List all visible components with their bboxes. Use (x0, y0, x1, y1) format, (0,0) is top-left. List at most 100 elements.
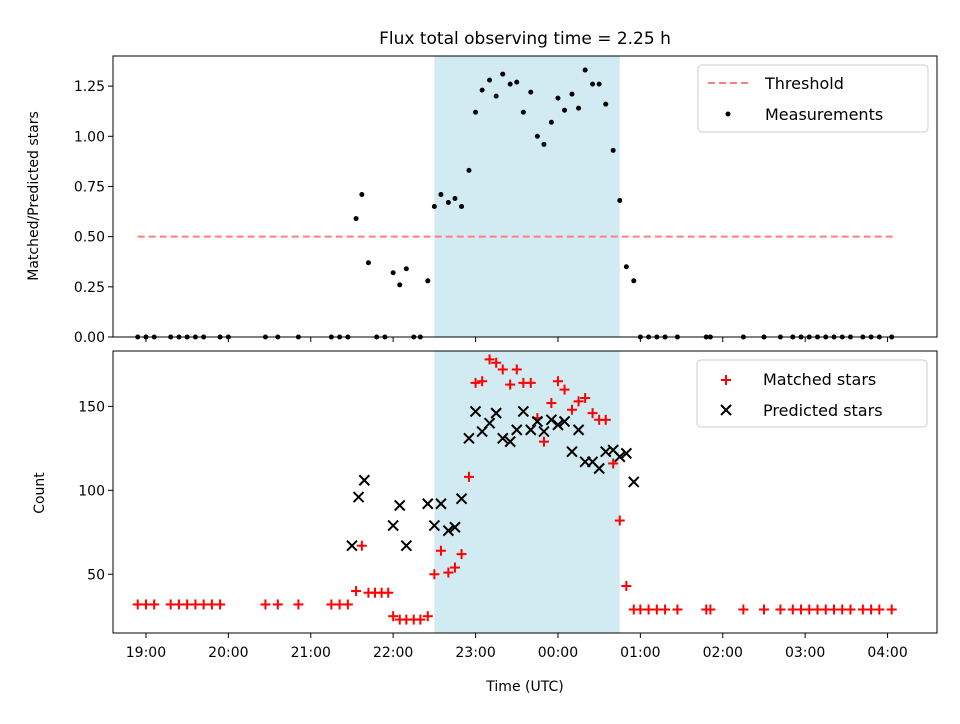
measurement-point (466, 167, 472, 173)
top-ytick-label: 0.50 (74, 230, 105, 246)
measurement-point (390, 270, 396, 276)
measurement-point (452, 196, 458, 202)
predicted-star-point (497, 432, 509, 444)
matched-star-point (435, 545, 446, 556)
measurement-point (576, 105, 582, 111)
legend-matched-swatch (721, 375, 731, 385)
measurement-point (534, 133, 540, 139)
matched-star-point (351, 586, 362, 597)
predicted-star-point (346, 540, 358, 552)
bottom-xlabel: Time (UTC) (485, 679, 563, 695)
bottom-ytick-label: 100 (78, 483, 105, 499)
bottom-xtick-label: 23:00 (455, 645, 495, 661)
predicted-star-point (504, 435, 516, 448)
measurement-point (541, 141, 547, 147)
legend-matched-label: Matched stars (763, 370, 876, 389)
matched-star-point (388, 611, 399, 622)
bottom-xtick-label: 22:00 (373, 645, 413, 661)
predicted-star-point (394, 499, 406, 512)
top-axes-frame (112, 55, 938, 338)
matched-star-point (415, 614, 426, 625)
matched-star-point (705, 604, 716, 615)
top-ytick-label: 0.00 (74, 330, 105, 346)
bottom-ytick-label: 150 (78, 399, 105, 415)
measurement-point (365, 260, 371, 266)
predicted-star-point (538, 425, 550, 438)
predicted-star-point (620, 447, 633, 460)
measurement-point (493, 93, 499, 99)
predicted-star-point (525, 424, 537, 436)
matched-star-point (758, 604, 769, 615)
matched-star-point (566, 404, 577, 415)
predicted-star-point (490, 407, 502, 419)
bottom-xtick-label: 02:00 (703, 645, 743, 661)
bottom-ylabel: Count (32, 472, 48, 514)
predicted-star-point (422, 498, 434, 510)
top-panel: 0.00 0.25 0.50 0.75 1.00 1.25 Flux total obse… (26, 29, 938, 346)
measurement-point (631, 278, 637, 284)
predicted-star-point (566, 446, 578, 458)
matched-star-point (505, 379, 516, 390)
measurement-point (582, 67, 588, 73)
matched-star-point (600, 414, 611, 425)
predicted-star-point (400, 540, 413, 552)
bottom-xtick-label: 04:00 (867, 645, 907, 661)
matched-star-point (874, 604, 885, 615)
top-ytick-label: 1.00 (74, 129, 105, 145)
measurement-point (500, 71, 506, 77)
measurement-point (438, 191, 444, 197)
top-ylabel: Matched/Predicted stars (26, 111, 42, 281)
measurement-point (548, 119, 554, 125)
legend-measurements-label: Measurements (765, 105, 883, 124)
bottom-xtick-label: 00:00 (538, 645, 578, 661)
predicted-star-point (552, 419, 564, 431)
bottom-xtick-label: 01:00 (620, 645, 660, 661)
measurement-point (473, 109, 479, 115)
matched-star-point (621, 581, 632, 591)
matched-star-point (738, 604, 749, 615)
measurement-point (487, 77, 493, 83)
matched-star-point (422, 611, 433, 622)
top-title: Flux total observing time = 2.25 h (379, 29, 671, 49)
measurement-point (603, 101, 609, 107)
measurement-point (353, 216, 359, 222)
matched-star-point (356, 540, 367, 551)
matched-star-point (272, 599, 283, 610)
predicted-star-point (628, 476, 640, 488)
bottom-ytick-label: 50 (87, 567, 105, 583)
matched-star-point (260, 599, 271, 610)
bottom-legend: Matched stars Predicted stars (696, 359, 928, 428)
matched-star-point (573, 396, 584, 407)
matched-star-point (538, 436, 549, 447)
matched-star-point (342, 599, 353, 610)
measurement-point (359, 191, 365, 197)
matched-star-point (552, 376, 563, 387)
matched-star-point (497, 364, 508, 375)
predicted-star-point (614, 451, 626, 463)
measurement-point (403, 266, 409, 272)
measurement-point (479, 87, 485, 93)
measurement-point (507, 81, 513, 87)
bottom-shaded-span (434, 351, 620, 633)
measurement-point (397, 282, 403, 288)
top-ytick-label: 0.75 (74, 179, 105, 195)
matched-star-point (449, 562, 460, 573)
measurement-point (562, 107, 568, 113)
matched-star-point (215, 599, 226, 610)
measurement-point (459, 204, 465, 210)
measurement-point (617, 198, 623, 204)
measurement-point (431, 204, 437, 210)
matched-star-point (443, 567, 454, 578)
matched-star-point (614, 515, 625, 526)
predicted-star-point (428, 519, 441, 532)
matched-star-point (775, 604, 786, 615)
bottom-panel: 50 100 150 19:00 20:00 21:00 22:00 23:00 00:00 0… (32, 350, 938, 695)
predicted-star-point (469, 405, 482, 418)
matched-star-point (456, 549, 467, 560)
measurement-point (520, 109, 526, 115)
bottom-axes-frame (112, 350, 938, 634)
top-ytick-label: 0.25 (74, 280, 105, 296)
predicted-star-point (511, 424, 523, 436)
bottom-legend-box (696, 359, 928, 428)
predicted-star-point (545, 414, 558, 426)
